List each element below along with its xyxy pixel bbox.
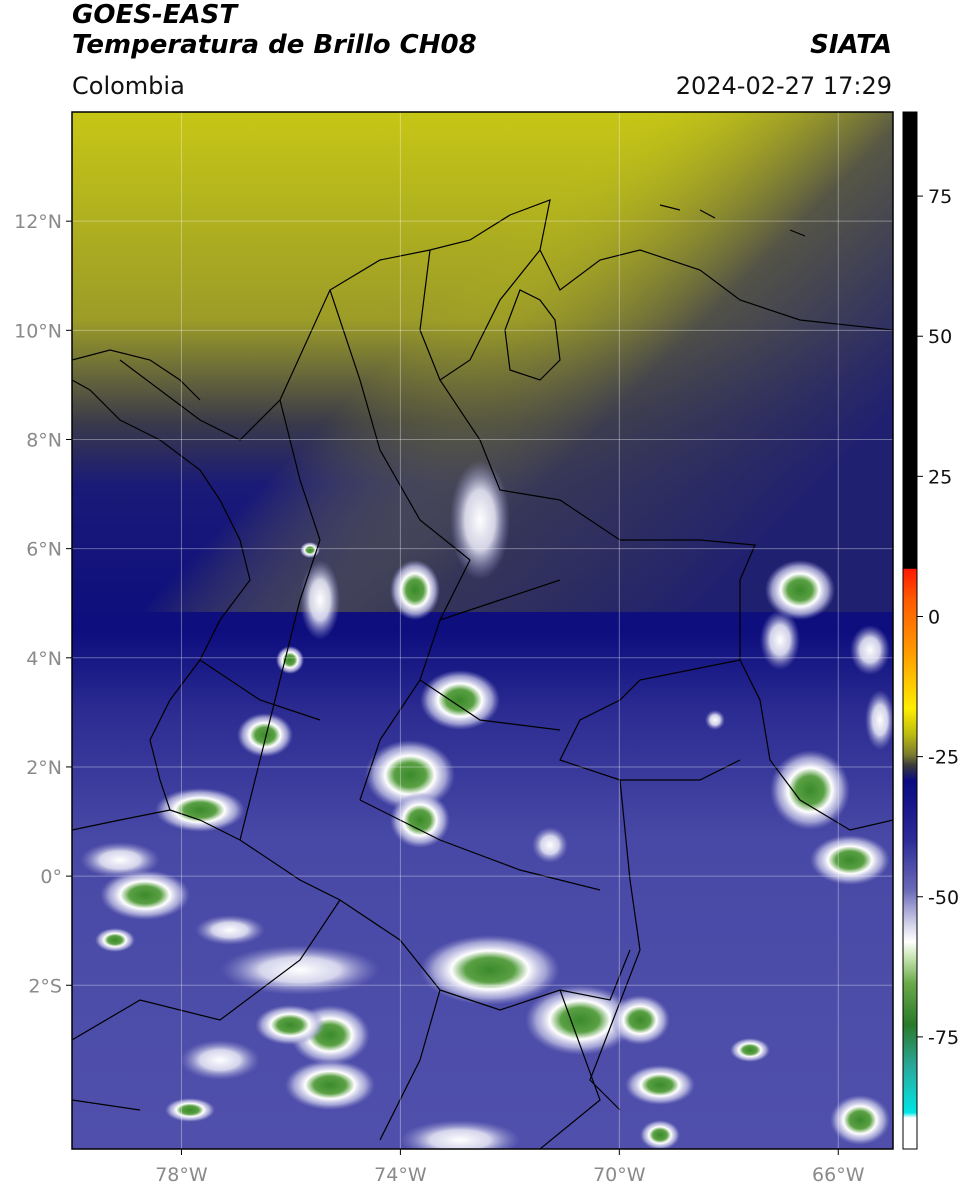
lat-tick-label: 8°N [26,429,62,451]
convective-cloud-cell [420,935,560,1005]
convective-cloud-cell [390,792,450,848]
panama-coast [72,349,201,401]
convective-cloud-cell [80,842,160,878]
convective-cloud-cell [100,870,190,920]
convective-cloud-cell [255,1005,325,1045]
colombia-southern-border [589,879,641,1111]
lake-maracaibo [504,289,561,381]
convective-cloud-cell [730,1038,770,1062]
lon-tick-label: 78°W [155,1164,208,1186]
colorbar-tick-label: -25 [928,747,959,769]
convective-cloud-cell [276,646,304,674]
convective-cloud-cell [705,710,725,730]
plot-frame [71,111,894,1150]
convective-cloud-cell [420,670,500,730]
pacific-coast [72,379,251,811]
venezuela-brazil-border [620,659,893,831]
product-title: Temperatura de Brillo CH08 [72,30,477,60]
imagery-layer [72,112,893,1149]
convective-cloud-cell [237,713,293,757]
convective-cloud-cell [390,560,440,620]
product-source-title: GOES-EAST [72,0,238,30]
colorbar-tick-label: -75 [928,1027,959,1049]
convective-cloud-cell [610,995,670,1045]
colorbar-tick-label: 50 [928,326,952,348]
coastline-caribbean [119,199,893,441]
colorbar-tick-label: -50 [928,887,959,909]
convective-cloud-cell [760,610,800,670]
convective-cloud-cell [220,945,380,995]
lon-tick-label: 66°W [812,1164,865,1186]
convective-cloud-cell [625,1065,695,1105]
convective-cloud-cell [285,1060,375,1110]
lat-tick-label: 6°N [26,539,62,561]
convective-cloud-cell [95,928,135,952]
colorbar-tick-label: 0 [928,606,940,628]
lon-tick-label: 74°W [374,1164,427,1186]
convective-cloud-cell [830,1095,890,1145]
lat-tick-label: 12°N [14,211,62,233]
colombia-venezuela-border [439,249,756,881]
latitude-ticks: 12°N 10°N 8°N 6°N 4°N 2°N 0° 2°S [14,211,72,997]
convective-cloud-cell [300,560,340,640]
region-label: Colombia [72,72,185,100]
department-lines [199,249,601,891]
convective-cloud-cell [155,788,245,832]
lat-tick-label: 2°N [26,757,62,779]
convective-cloud-cell [195,915,265,945]
lon-tick-label: 70°W [593,1164,646,1186]
colorbar-tick-label: 25 [928,466,952,488]
colorbar [902,111,918,1150]
convective-cloud-cell [165,1098,215,1122]
colorbar-tick-label: 75 [928,186,952,208]
lat-tick-label: 4°N [26,648,62,670]
convective-cloud-cell [865,690,893,750]
lat-tick-label: 10°N [14,320,62,342]
convective-cloud-cell [450,460,510,580]
colorbar-ticks: 75 50 25 0 -25 -50 -75 [917,186,959,1049]
timestamp-label: 2024-02-27 17:29 [675,72,892,100]
convective-cloud-cell [400,1120,520,1149]
convective-cloud-cell [810,835,890,885]
convective-cloud-cell [365,740,455,810]
convective-cloud-cell [180,1040,260,1080]
ecuador-peru-lines [72,809,601,1149]
longitude-ticks: 78°W 74°W 70°W 66°W [155,1149,865,1186]
lat-tick-label: 2°S [28,975,62,997]
convective-cloud-cell [640,1120,680,1149]
island-curacao [659,204,806,237]
convective-cloud-cell [850,625,890,675]
convective-cloud-cell [532,827,568,863]
convective-cloud-cell [770,750,850,830]
convective-cloud-cell [525,985,635,1055]
lat-tick-label: 0° [40,866,62,888]
brand-label: SIATA [810,30,892,60]
convective-cloud-cell [765,560,835,620]
